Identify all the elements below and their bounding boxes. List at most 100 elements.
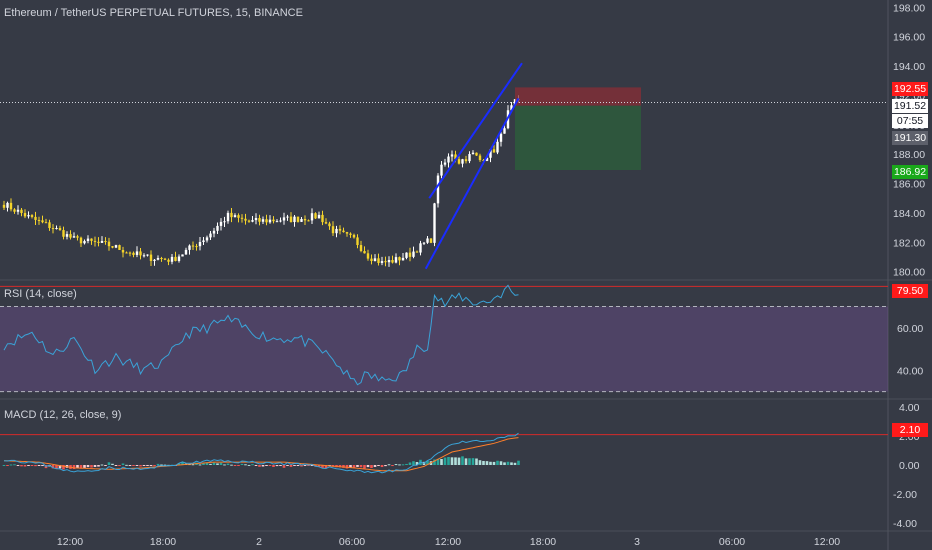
candle [261, 219, 265, 222]
macd-histogram-bar [37, 465, 41, 466]
candle [289, 216, 293, 223]
candle [317, 214, 321, 219]
macd-histogram-bar [373, 465, 377, 467]
macd-histogram-bar [146, 465, 149, 466]
candle [79, 237, 83, 244]
time-tick-label: 3 [634, 536, 640, 548]
candle [450, 154, 454, 157]
macd-histogram-bar [499, 461, 503, 465]
candle [233, 215, 237, 218]
macd-histogram-bar [387, 464, 391, 466]
candle [219, 221, 223, 226]
macd-histogram-bar [394, 464, 398, 466]
candle [160, 257, 163, 259]
price-pane[interactable] [0, 62, 888, 270]
candle [51, 228, 55, 230]
candle [212, 230, 216, 234]
candle [307, 220, 310, 222]
macd-histogram-bar [86, 465, 90, 468]
macd-histogram-bar [440, 459, 443, 465]
rsi-pane[interactable] [0, 284, 888, 393]
macd-histogram-bar [58, 465, 62, 469]
macd-histogram-bar [27, 465, 30, 466]
candle [209, 233, 212, 238]
macd-histogram-bar [51, 465, 55, 469]
candle [2, 204, 6, 208]
candle [440, 164, 443, 176]
candle [13, 209, 16, 212]
time-axis[interactable]: 12:00 18:00 2 06:00 12:00 18:00 3 06:00 12:00 [57, 536, 840, 548]
macd-histogram-bar [317, 465, 321, 467]
candle [93, 240, 97, 242]
candle [352, 234, 356, 238]
candle [20, 209, 23, 214]
macd-histogram-bar [2, 464, 6, 466]
macd-histogram-bar [433, 459, 436, 465]
candle [405, 252, 408, 258]
candle [9, 202, 13, 210]
rsi-tick-label: 40.00 [897, 365, 923, 377]
candle [286, 216, 289, 218]
candle [499, 133, 503, 142]
candle [433, 203, 436, 243]
macd-histogram-bar [237, 465, 240, 466]
rsi-band [0, 306, 888, 392]
candle [230, 212, 233, 218]
time-tick-label: 06:00 [719, 536, 745, 548]
macd-histogram-bar [128, 465, 132, 466]
candle [16, 209, 20, 212]
countdown-tag: 07:55 [892, 114, 928, 128]
macd-histogram-bar [443, 457, 447, 465]
macd-histogram-bar [408, 462, 412, 465]
macd-histogram-bar [468, 458, 471, 465]
macd-histogram-bar [16, 465, 20, 466]
macd-pane[interactable] [0, 432, 888, 474]
channel-lower-line[interactable] [424, 97, 520, 270]
macd-histogram-bar [405, 463, 408, 465]
macd-tick-label: -2.00 [893, 489, 917, 501]
candle [23, 213, 27, 217]
candle [111, 246, 114, 248]
candle [401, 257, 405, 261]
candle [258, 218, 261, 222]
macd-histogram-bar [492, 461, 496, 465]
candle [429, 238, 433, 243]
candle [41, 220, 44, 223]
candle [384, 261, 387, 263]
macd-histogram-bar [475, 458, 478, 465]
candle [328, 223, 331, 227]
macd-histogram-bar [352, 465, 356, 469]
macd-histogram-bar [20, 465, 23, 467]
macd-histogram-bar [506, 461, 510, 465]
candle [303, 218, 307, 221]
macd-histogram-bar [76, 465, 79, 468]
stop-zone [515, 105, 641, 171]
macd-value-tag: 2.10 [892, 423, 928, 437]
time-tick-label: 18:00 [150, 536, 176, 548]
macd-histogram-bar [13, 464, 16, 466]
candle [436, 175, 440, 204]
price-tick-label: 196.00 [893, 32, 925, 44]
candle [475, 152, 478, 156]
price-tick-label: 180.00 [893, 267, 925, 279]
candle [373, 258, 377, 262]
candle [468, 154, 471, 162]
macd-histogram-bar [310, 465, 314, 466]
macd-histogram-bar [107, 462, 111, 465]
macd-histogram-bar [338, 465, 342, 468]
candle [118, 245, 121, 250]
candle [240, 217, 244, 219]
candle [244, 218, 247, 221]
candle [226, 212, 230, 222]
channel-upper-line[interactable] [428, 62, 523, 199]
candle [44, 222, 48, 224]
macd-histogram-bar [30, 465, 34, 466]
candle [412, 251, 415, 257]
candle [394, 257, 398, 263]
macd-histogram-bar [254, 465, 258, 466]
candle [149, 254, 153, 261]
macd-histogram-bar [132, 465, 135, 466]
macd-histogram-bar [114, 465, 118, 466]
candle [338, 228, 342, 231]
